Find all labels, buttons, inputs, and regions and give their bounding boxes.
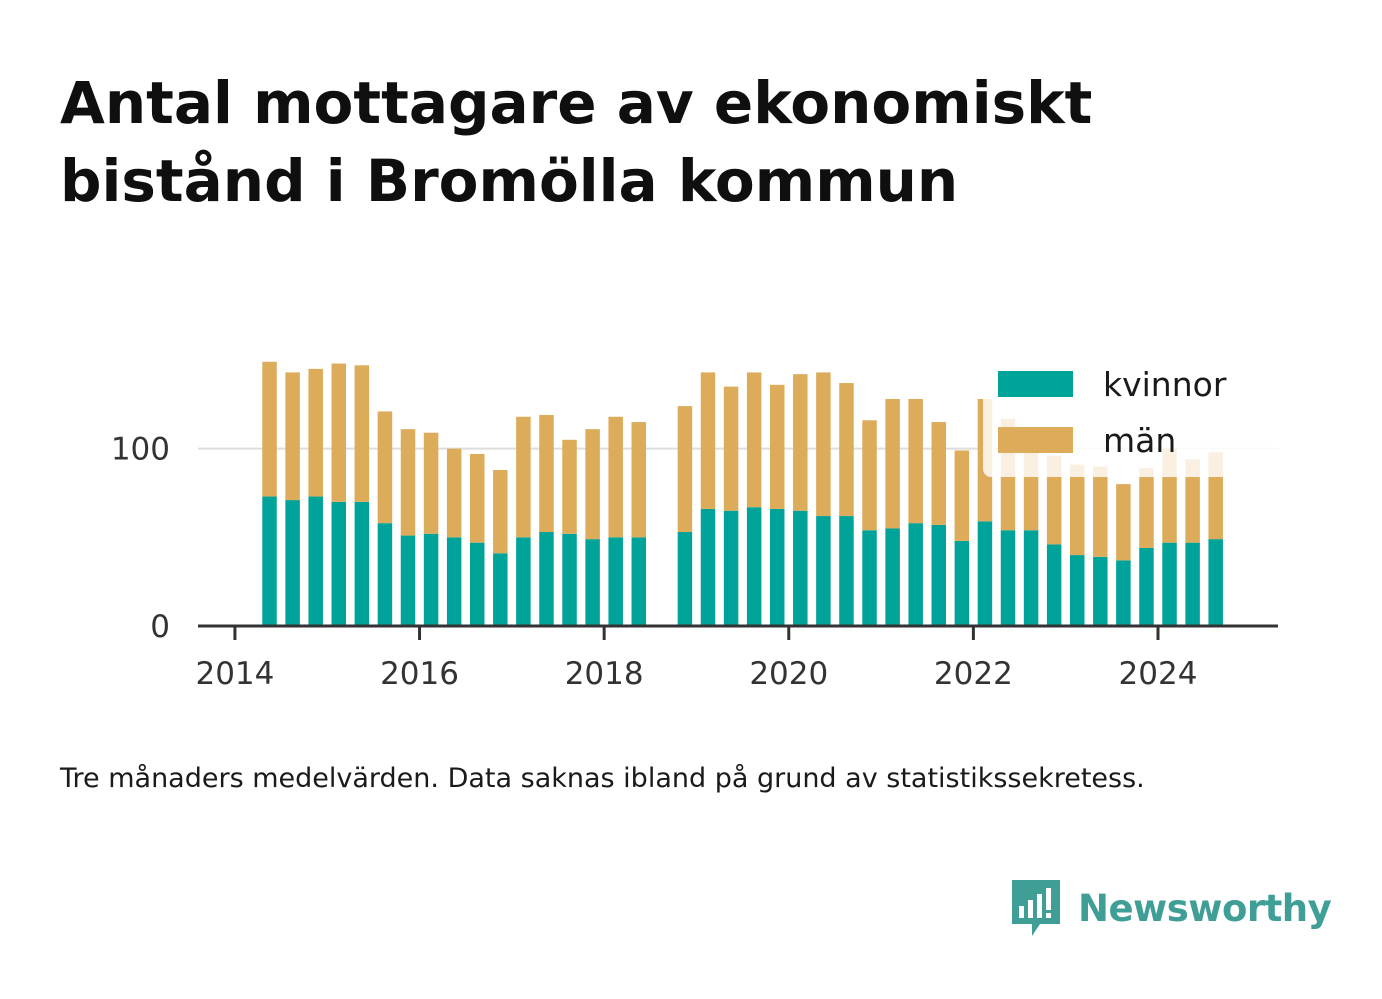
bar-man-17 bbox=[677, 406, 693, 533]
bar-man-33 bbox=[1046, 455, 1062, 545]
legend: kvinnor män bbox=[983, 357, 1279, 477]
bar-man-9 bbox=[469, 453, 485, 543]
bar-kvinnor-12 bbox=[539, 532, 554, 626]
y-tick-label-100: 100 bbox=[111, 432, 170, 468]
legend-swatch-kvinnor bbox=[998, 371, 1073, 397]
legend-swatch-man bbox=[998, 427, 1073, 453]
bar-kvinnor-34 bbox=[1069, 555, 1085, 626]
bar-kvinnor-35 bbox=[1093, 556, 1108, 626]
bar-man-16 bbox=[631, 422, 647, 538]
axis-layer: 2014 2016 2018 2020 2022 2024 0 100 bbox=[111, 432, 1278, 692]
bar-kvinnor-36 bbox=[1116, 560, 1131, 626]
bar-kvinnor-15 bbox=[608, 537, 623, 626]
bar-man-4 bbox=[354, 365, 370, 502]
bar-man-12 bbox=[539, 414, 554, 533]
bar-man-29 bbox=[954, 450, 970, 541]
bars-layer bbox=[262, 361, 1223, 626]
bar-kvinnor-2 bbox=[308, 496, 323, 626]
bar-kvinnor-13 bbox=[562, 533, 577, 626]
bar-man-0 bbox=[262, 361, 277, 497]
bar-man-1 bbox=[285, 372, 300, 501]
legend-label-man: män bbox=[1103, 421, 1176, 460]
bar-man-25 bbox=[862, 420, 877, 531]
brand-logo: Newsworthy bbox=[1010, 878, 1332, 938]
bar-man-28 bbox=[931, 422, 947, 525]
bar-kvinnor-23 bbox=[816, 516, 831, 626]
bar-man-22 bbox=[793, 374, 808, 511]
bar-kvinnor-11 bbox=[516, 537, 531, 626]
bar-kvinnor-29 bbox=[954, 540, 970, 626]
x-tick-label-2020: 2020 bbox=[749, 656, 828, 692]
bar-man-7 bbox=[423, 432, 439, 534]
bar-man-13 bbox=[562, 439, 577, 534]
bar-kvinnor-3 bbox=[331, 501, 347, 626]
bar-kvinnor-38 bbox=[1162, 542, 1177, 626]
bar-man-11 bbox=[516, 416, 531, 538]
bar-man-37 bbox=[1139, 468, 1154, 548]
newsworthy-logo-icon bbox=[1012, 880, 1060, 936]
bar-man-27 bbox=[908, 399, 923, 524]
x-tick-label-2018: 2018 bbox=[565, 656, 644, 692]
bar-kvinnor-20 bbox=[746, 507, 762, 626]
bar-kvinnor-27 bbox=[908, 523, 923, 626]
bar-kvinnor-32 bbox=[1023, 530, 1039, 626]
bar-man-21 bbox=[769, 384, 785, 509]
bar-kvinnor-5 bbox=[377, 523, 393, 626]
bar-kvinnor-30 bbox=[977, 521, 993, 626]
bar-man-39 bbox=[1185, 459, 1200, 543]
chart-caption: Tre månaders medelvärden. Data saknas ib… bbox=[60, 763, 1145, 794]
brand-name: Newsworthy bbox=[1078, 886, 1332, 930]
bar-man-14 bbox=[585, 429, 600, 540]
bar-kvinnor-7 bbox=[423, 533, 439, 626]
bar-man-34 bbox=[1069, 464, 1085, 556]
bar-kvinnor-14 bbox=[585, 539, 600, 626]
bar-man-19 bbox=[723, 386, 739, 511]
bar-kvinnor-39 bbox=[1185, 542, 1200, 626]
bar-kvinnor-31 bbox=[1000, 530, 1016, 626]
bar-kvinnor-18 bbox=[700, 508, 716, 626]
bar-kvinnor-25 bbox=[862, 530, 877, 626]
bar-kvinnor-17 bbox=[677, 532, 693, 626]
bar-kvinnor-8 bbox=[446, 537, 462, 626]
bar-kvinnor-4 bbox=[354, 501, 370, 626]
bar-kvinnor-6 bbox=[400, 535, 416, 626]
x-tick-label-2016: 2016 bbox=[380, 656, 459, 692]
bar-kvinnor-19 bbox=[723, 510, 739, 626]
bar-kvinnor-26 bbox=[885, 528, 900, 626]
bar-kvinnor-10 bbox=[493, 553, 508, 626]
bar-kvinnor-33 bbox=[1046, 544, 1062, 626]
bar-man-3 bbox=[331, 363, 347, 502]
x-tick-label-2024: 2024 bbox=[1119, 656, 1198, 692]
bar-kvinnor-40 bbox=[1208, 539, 1223, 626]
bar-kvinnor-37 bbox=[1139, 547, 1154, 626]
bar-man-36 bbox=[1116, 484, 1131, 561]
bar-man-15 bbox=[608, 416, 623, 538]
bar-kvinnor-22 bbox=[793, 510, 808, 626]
bar-kvinnor-28 bbox=[931, 524, 947, 626]
bar-kvinnor-21 bbox=[769, 508, 785, 626]
y-tick-label-0: 0 bbox=[150, 609, 170, 645]
bar-kvinnor-0 bbox=[262, 496, 277, 626]
bar-kvinnor-1 bbox=[285, 500, 300, 626]
legend-label-kvinnor: kvinnor bbox=[1103, 365, 1227, 404]
bar-man-5 bbox=[377, 411, 393, 524]
bar-man-18 bbox=[700, 372, 716, 509]
page-title: Antal mottagare av ekonomiskt bistånd i … bbox=[60, 69, 1093, 215]
bar-kvinnor-24 bbox=[839, 516, 854, 626]
bar-man-24 bbox=[839, 383, 854, 517]
bar-man-8 bbox=[446, 448, 462, 538]
bar-kvinnor-9 bbox=[469, 542, 485, 626]
bar-man-23 bbox=[816, 372, 831, 517]
bar-man-20 bbox=[746, 372, 762, 508]
x-tick-label-2014: 2014 bbox=[195, 656, 274, 692]
bar-man-35 bbox=[1093, 466, 1108, 557]
bar-man-6 bbox=[400, 429, 416, 536]
bar-man-26 bbox=[885, 399, 900, 529]
x-tick-label-2022: 2022 bbox=[934, 656, 1013, 692]
bar-man-10 bbox=[493, 469, 508, 554]
bar-kvinnor-16 bbox=[631, 537, 647, 626]
bar-man-2 bbox=[308, 368, 323, 497]
